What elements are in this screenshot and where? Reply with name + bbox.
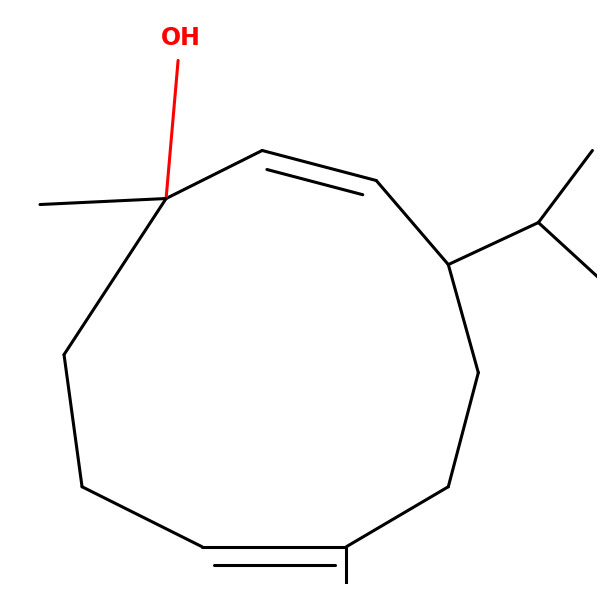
Text: OH: OH [161,26,200,50]
